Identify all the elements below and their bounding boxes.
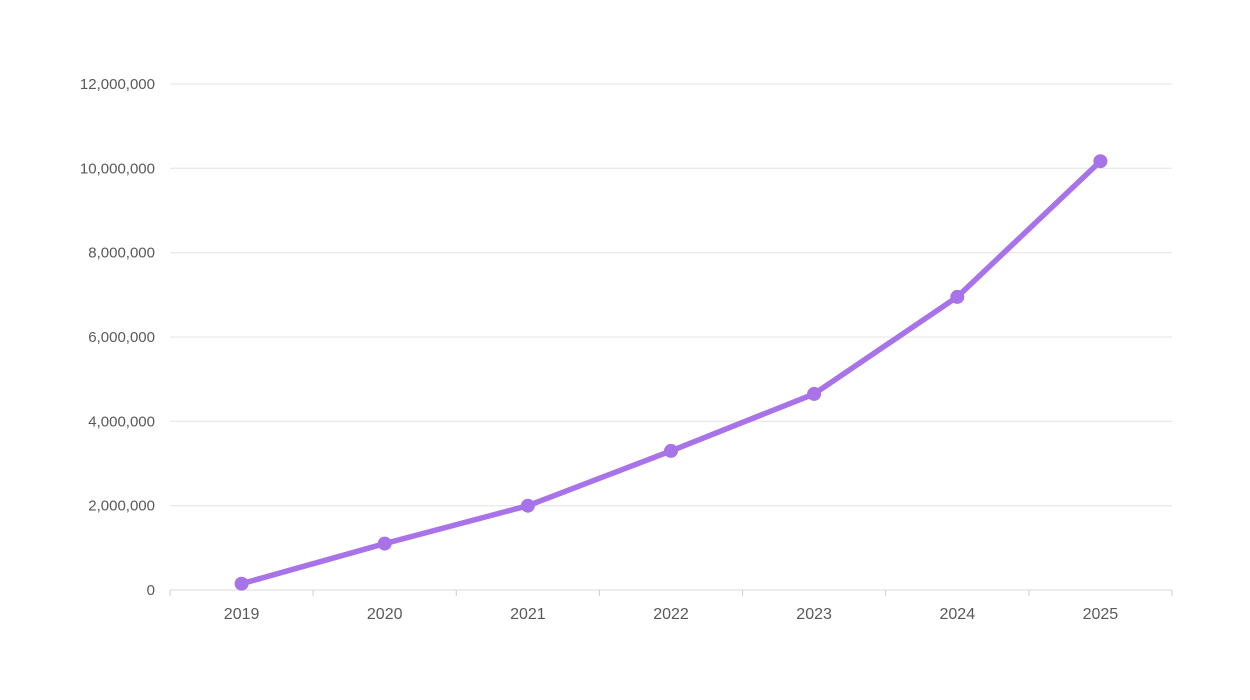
x-axis-label: 2023 <box>796 606 832 623</box>
x-axis-label: 2020 <box>367 606 403 623</box>
data-point-2025[interactable] <box>1093 154 1108 169</box>
data-point-2024[interactable] <box>950 289 965 304</box>
x-axis-label: 2024 <box>940 606 976 623</box>
x-axis-label: 2025 <box>1083 606 1119 623</box>
x-axis-label: 2022 <box>653 606 689 623</box>
data-point-2020[interactable] <box>377 536 392 551</box>
y-axis-label: 4,000,000 <box>88 413 155 430</box>
y-axis-label: 10,000,000 <box>80 160 155 177</box>
y-axis-label: 8,000,000 <box>88 245 155 262</box>
data-point-2022[interactable] <box>664 443 678 458</box>
x-axis-label: 2021 <box>510 606 546 623</box>
y-axis-label: 2,000,000 <box>88 498 155 515</box>
y-axis-label: 6,000,000 <box>88 329 155 346</box>
data-point-2019[interactable] <box>234 576 249 591</box>
data-point-2023[interactable] <box>807 386 822 401</box>
data-series-line <box>238 158 1104 587</box>
y-axis-label: 12,000,000 <box>80 76 155 93</box>
y-axis-label: 0 <box>147 582 155 599</box>
x-axis-label: 2019 <box>224 606 260 623</box>
data-point-2021[interactable] <box>520 498 535 513</box>
